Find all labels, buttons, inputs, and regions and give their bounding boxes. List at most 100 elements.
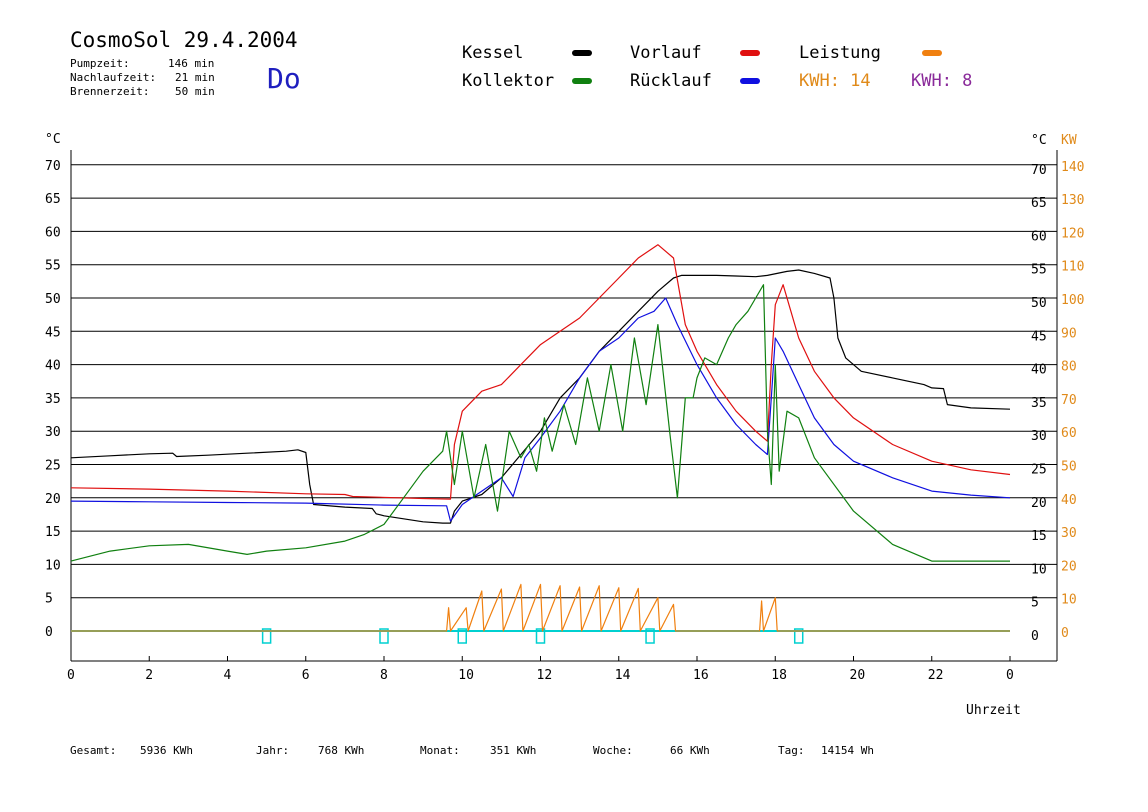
y-tick-label-left: 35 — [45, 392, 61, 407]
y-tick-label-right: 40 — [1031, 363, 1047, 378]
series-line-ruecklauf — [70, 297, 1011, 522]
footer-value: 5936 KWh — [140, 744, 193, 757]
x-tick-label: 14 — [615, 668, 631, 683]
kw-tick-label: 50 — [1061, 460, 1077, 475]
stat-label: Pumpzeit: — [70, 57, 130, 70]
footer-label: Tag: — [778, 744, 805, 757]
footer-label: Jahr: — [256, 744, 290, 757]
legend-label-kessel: Kessel — [462, 43, 524, 63]
series-line-leistung — [71, 583, 1010, 632]
y-tick-label-left: 15 — [45, 525, 61, 540]
kw-tick-label: 30 — [1061, 526, 1077, 541]
legend-swatch-kollektor — [572, 78, 592, 84]
footer-value: 768 KWh — [318, 744, 365, 757]
x-tick-label: 20 — [850, 668, 866, 683]
x-tick-label: 2 — [145, 668, 153, 683]
y-tick-label-left: 30 — [45, 425, 61, 440]
series-line-vorlauf — [70, 244, 1011, 500]
x-tick-label: 8 — [380, 668, 388, 683]
series-line-kollektor — [70, 284, 1010, 562]
kw-tick-label: 90 — [1061, 326, 1077, 341]
legend-label-ruecklauf: Rücklauf — [630, 71, 712, 91]
kw-tick-label: 40 — [1061, 493, 1077, 508]
x-tick-label: 18 — [771, 668, 787, 683]
kw-tick-label: 80 — [1061, 360, 1077, 375]
brenner-marker — [793, 628, 804, 644]
legend-swatch-ruecklauf — [740, 78, 760, 84]
y-tick-label-right: 0 — [1031, 629, 1039, 644]
weekday: Do — [267, 62, 301, 95]
stat-label: Nachlaufzeit: — [70, 71, 157, 84]
series-line-kessel — [70, 269, 1011, 524]
y-tick-label-right: 5 — [1031, 596, 1039, 611]
y-tick-label-left: 20 — [45, 492, 61, 507]
x-tick-label: 0 — [1006, 668, 1014, 683]
kw-tick-label: 20 — [1061, 559, 1077, 574]
footer-label: Woche: — [593, 744, 633, 757]
y-tick-label-left: 65 — [45, 192, 61, 207]
stat-value: 50 min — [175, 85, 215, 98]
y-tick-label-left: 70 — [45, 159, 61, 174]
kwh-leistung: KWH: 14 — [799, 71, 871, 91]
y-tick-label-left: 25 — [45, 459, 61, 474]
y-tick-label-right: 25 — [1031, 463, 1047, 478]
legend-label-leistung: Leistung — [799, 43, 881, 63]
brenner-marker — [457, 628, 467, 644]
x-tick-label: 10 — [458, 668, 474, 683]
y-tick-label-right: 15 — [1031, 529, 1047, 544]
x-tick-label: 16 — [693, 668, 709, 683]
y-tick-label-right: 60 — [1031, 229, 1047, 244]
kw-axis-label: KW — [1061, 133, 1077, 148]
legend-label-kollektor: Kollektor — [462, 71, 555, 91]
brenner-marker — [535, 628, 546, 644]
kw-tick-label: 140 — [1061, 160, 1084, 175]
kw-tick-label: 60 — [1061, 426, 1077, 441]
y-axis-label-right: °C — [1031, 133, 1047, 148]
footer-label: Monat: — [420, 744, 460, 757]
kw-tick-label: 120 — [1061, 226, 1084, 241]
stat-value: 21 min — [175, 71, 215, 84]
footer-label: Gesamt: — [70, 744, 117, 757]
kw-tick-label: 0 — [1061, 626, 1069, 641]
y-tick-label-right: 70 — [1031, 163, 1047, 178]
y-tick-label-right: 65 — [1031, 196, 1047, 211]
y-tick-label-left: 0 — [45, 625, 53, 640]
legend-swatch-leistung — [922, 50, 942, 56]
x-tick-label: 0 — [67, 668, 75, 683]
x-tick-label: 4 — [224, 668, 232, 683]
y-tick-label-left: 50 — [45, 292, 61, 307]
y-tick-label-right: 10 — [1031, 562, 1047, 577]
y-tick-label-left: 55 — [45, 259, 61, 274]
stat-value: 146 min — [168, 57, 215, 70]
y-tick-label-left: 45 — [45, 325, 61, 340]
kw-tick-label: 10 — [1061, 593, 1077, 608]
y-tick-label-right: 55 — [1031, 263, 1047, 278]
kw-tick-label: 70 — [1061, 393, 1077, 408]
x-tick-label: 12 — [537, 668, 553, 683]
footer-value: 14154 Wh — [821, 744, 874, 757]
brenner-marker — [261, 628, 272, 644]
brenner-marker — [645, 628, 655, 644]
brenner-marker — [379, 628, 389, 644]
y-axis-label-left: °C — [45, 132, 61, 147]
y-tick-label-right: 20 — [1031, 496, 1047, 511]
y-tick-label-right: 50 — [1031, 296, 1047, 311]
kw-tick-label: 110 — [1061, 260, 1084, 275]
y-tick-label-left: 40 — [45, 359, 61, 374]
x-tick-label: 6 — [302, 668, 310, 683]
x-tick-label: 22 — [928, 668, 944, 683]
legend-swatch-kessel — [572, 50, 592, 56]
y-tick-label-left: 5 — [45, 592, 53, 607]
y-tick-label-left: 60 — [45, 225, 61, 240]
y-tick-label-left: 10 — [45, 558, 61, 573]
legend-swatch-vorlauf — [740, 50, 760, 56]
kwh-second: KWH: 8 — [911, 71, 973, 91]
chart-title: CosmoSol 29.4.2004 — [70, 28, 298, 52]
x-axis-label: Uhrzeit — [966, 703, 1021, 718]
y-tick-label-right: 30 — [1031, 429, 1047, 444]
y-tick-label-right: 35 — [1031, 396, 1047, 411]
legend-label-vorlauf: Vorlauf — [630, 43, 702, 63]
kw-tick-label: 130 — [1061, 193, 1084, 208]
kw-tick-label: 100 — [1061, 293, 1084, 308]
